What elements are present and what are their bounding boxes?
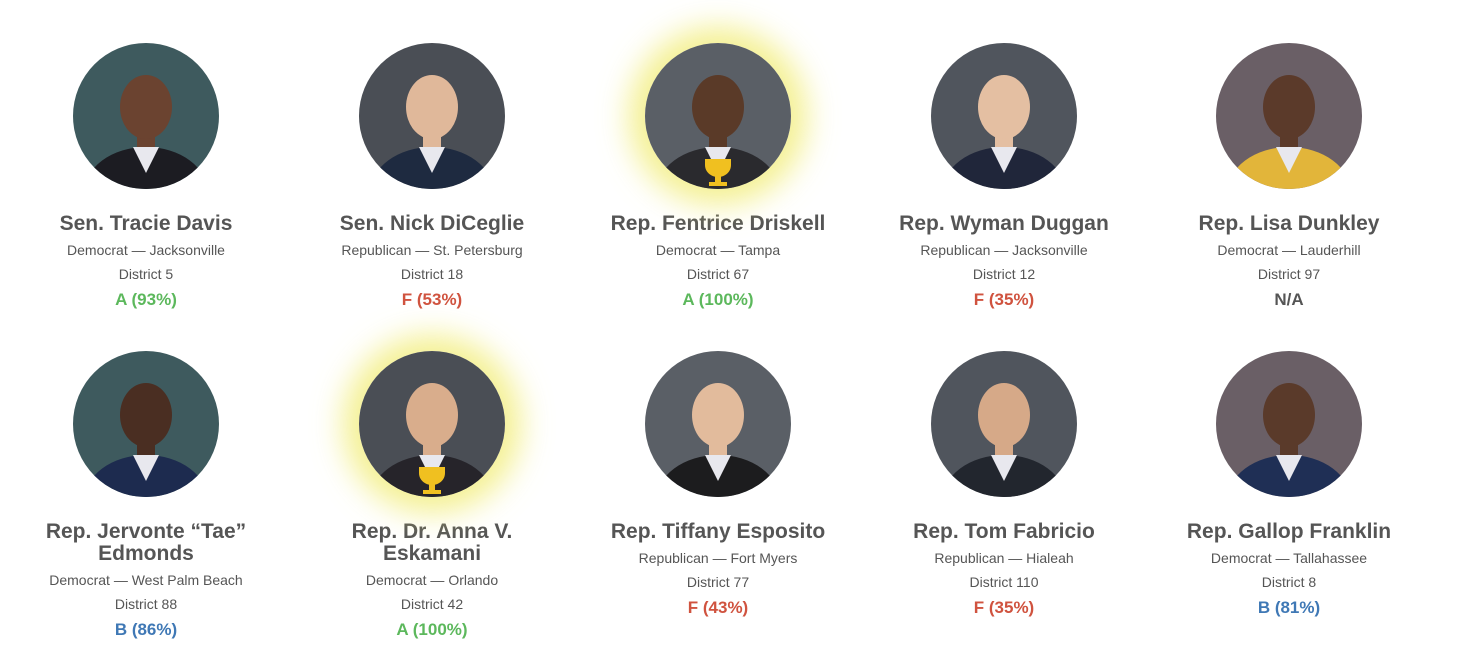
legislator-name: Rep. Gallop Franklin	[1186, 520, 1392, 543]
party-city: Democrat — West Palm Beach	[49, 572, 243, 588]
party-city: Republican — Fort Myers	[638, 550, 798, 566]
grade: B (81%)	[1257, 598, 1321, 617]
legislator-name: Rep. Tiffany Esposito	[610, 520, 826, 543]
district: District 110	[969, 574, 1039, 590]
portrait	[1216, 351, 1362, 497]
portrait	[645, 351, 791, 497]
grade: F (43%)	[687, 598, 749, 617]
legislator-name: Rep. Tom Fabricio	[913, 520, 1095, 543]
portrait-image	[645, 43, 791, 189]
legislator-card: Rep. Wyman Duggan Republican — Jacksonvil…	[879, 43, 1129, 310]
legislator-card: Rep. Fentrice Driskell Democrat — Tampa Di…	[593, 43, 843, 310]
district: District 18	[400, 266, 464, 282]
grade: F (35%)	[973, 290, 1035, 309]
district: District 12	[972, 266, 1036, 282]
legislator-card: Rep. Tom Fabricio Republican — Hialeah Dis…	[879, 351, 1129, 618]
portrait-image	[73, 43, 219, 189]
grade: B (86%)	[114, 620, 178, 639]
legislator-card: Rep. Lisa Dunkley Democrat — Lauderhill Di…	[1164, 43, 1414, 310]
legislator-card: Rep. Jervonte “Tae” Edmonds Democrat — We…	[21, 351, 271, 640]
portrait	[645, 43, 791, 189]
grade: N/A	[1274, 290, 1304, 309]
legislator-name: Rep. Jervonte “Tae” Edmonds	[45, 520, 247, 565]
portrait	[359, 351, 505, 497]
portrait	[73, 43, 219, 189]
legislator-card: Sen. Tracie Davis Democrat — Jacksonville…	[21, 43, 271, 310]
legislator-card: Rep. Tiffany Esposito Republican — Fort M…	[593, 351, 843, 618]
district: District 88	[114, 596, 178, 612]
legislator-name: Sen. Nick DiCeglie	[339, 212, 525, 235]
portrait	[359, 43, 505, 189]
district: District 77	[686, 574, 750, 590]
legislator-name: Rep. Wyman Duggan	[899, 212, 1109, 235]
portrait-image	[645, 351, 791, 497]
portrait-image	[1216, 43, 1362, 189]
district: District 97	[1257, 266, 1321, 282]
portrait	[931, 43, 1077, 189]
grade: A (100%)	[396, 620, 468, 639]
portrait	[931, 351, 1077, 497]
grade: A (93%)	[115, 290, 177, 309]
portrait-image	[73, 351, 219, 497]
legislator-card: Sen. Nick DiCeglie Republican — St. Peter…	[307, 43, 557, 310]
party-city: Democrat — Tallahassee	[1210, 550, 1368, 566]
party-city: Democrat — Orlando	[365, 572, 499, 588]
portrait-image	[931, 43, 1077, 189]
portrait	[73, 351, 219, 497]
portrait-image	[359, 43, 505, 189]
legislator-name: Rep. Fentrice Driskell	[610, 212, 826, 235]
legislator-card: Rep. Dr. Anna V. Eskamani Democrat — Orla…	[307, 351, 557, 640]
party-city: Republican — Hialeah	[934, 550, 1074, 566]
legislator-card: Rep. Gallop Franklin Democrat — Tallahass…	[1164, 351, 1414, 618]
grade: F (35%)	[973, 598, 1035, 617]
grade: A (100%)	[682, 290, 754, 309]
legislator-name: Rep. Dr. Anna V. Eskamani	[351, 520, 513, 565]
portrait-image	[931, 351, 1077, 497]
portrait-image	[359, 351, 505, 497]
district: District 5	[118, 266, 174, 282]
party-city: Republican — St. Petersburg	[341, 242, 523, 258]
district: District 8	[1261, 574, 1317, 590]
district: District 67	[686, 266, 750, 282]
party-city: Democrat — Lauderhill	[1217, 242, 1361, 258]
grade: F (53%)	[401, 290, 463, 309]
legislator-name: Rep. Lisa Dunkley	[1198, 212, 1380, 235]
party-city: Democrat — Jacksonville	[67, 242, 225, 258]
portrait	[1216, 43, 1362, 189]
legislator-name: Sen. Tracie Davis	[59, 212, 233, 235]
party-city: Democrat — Tampa	[655, 242, 781, 258]
district: District 42	[400, 596, 464, 612]
party-city: Republican — Jacksonville	[920, 242, 1088, 258]
portrait-image	[1216, 351, 1362, 497]
